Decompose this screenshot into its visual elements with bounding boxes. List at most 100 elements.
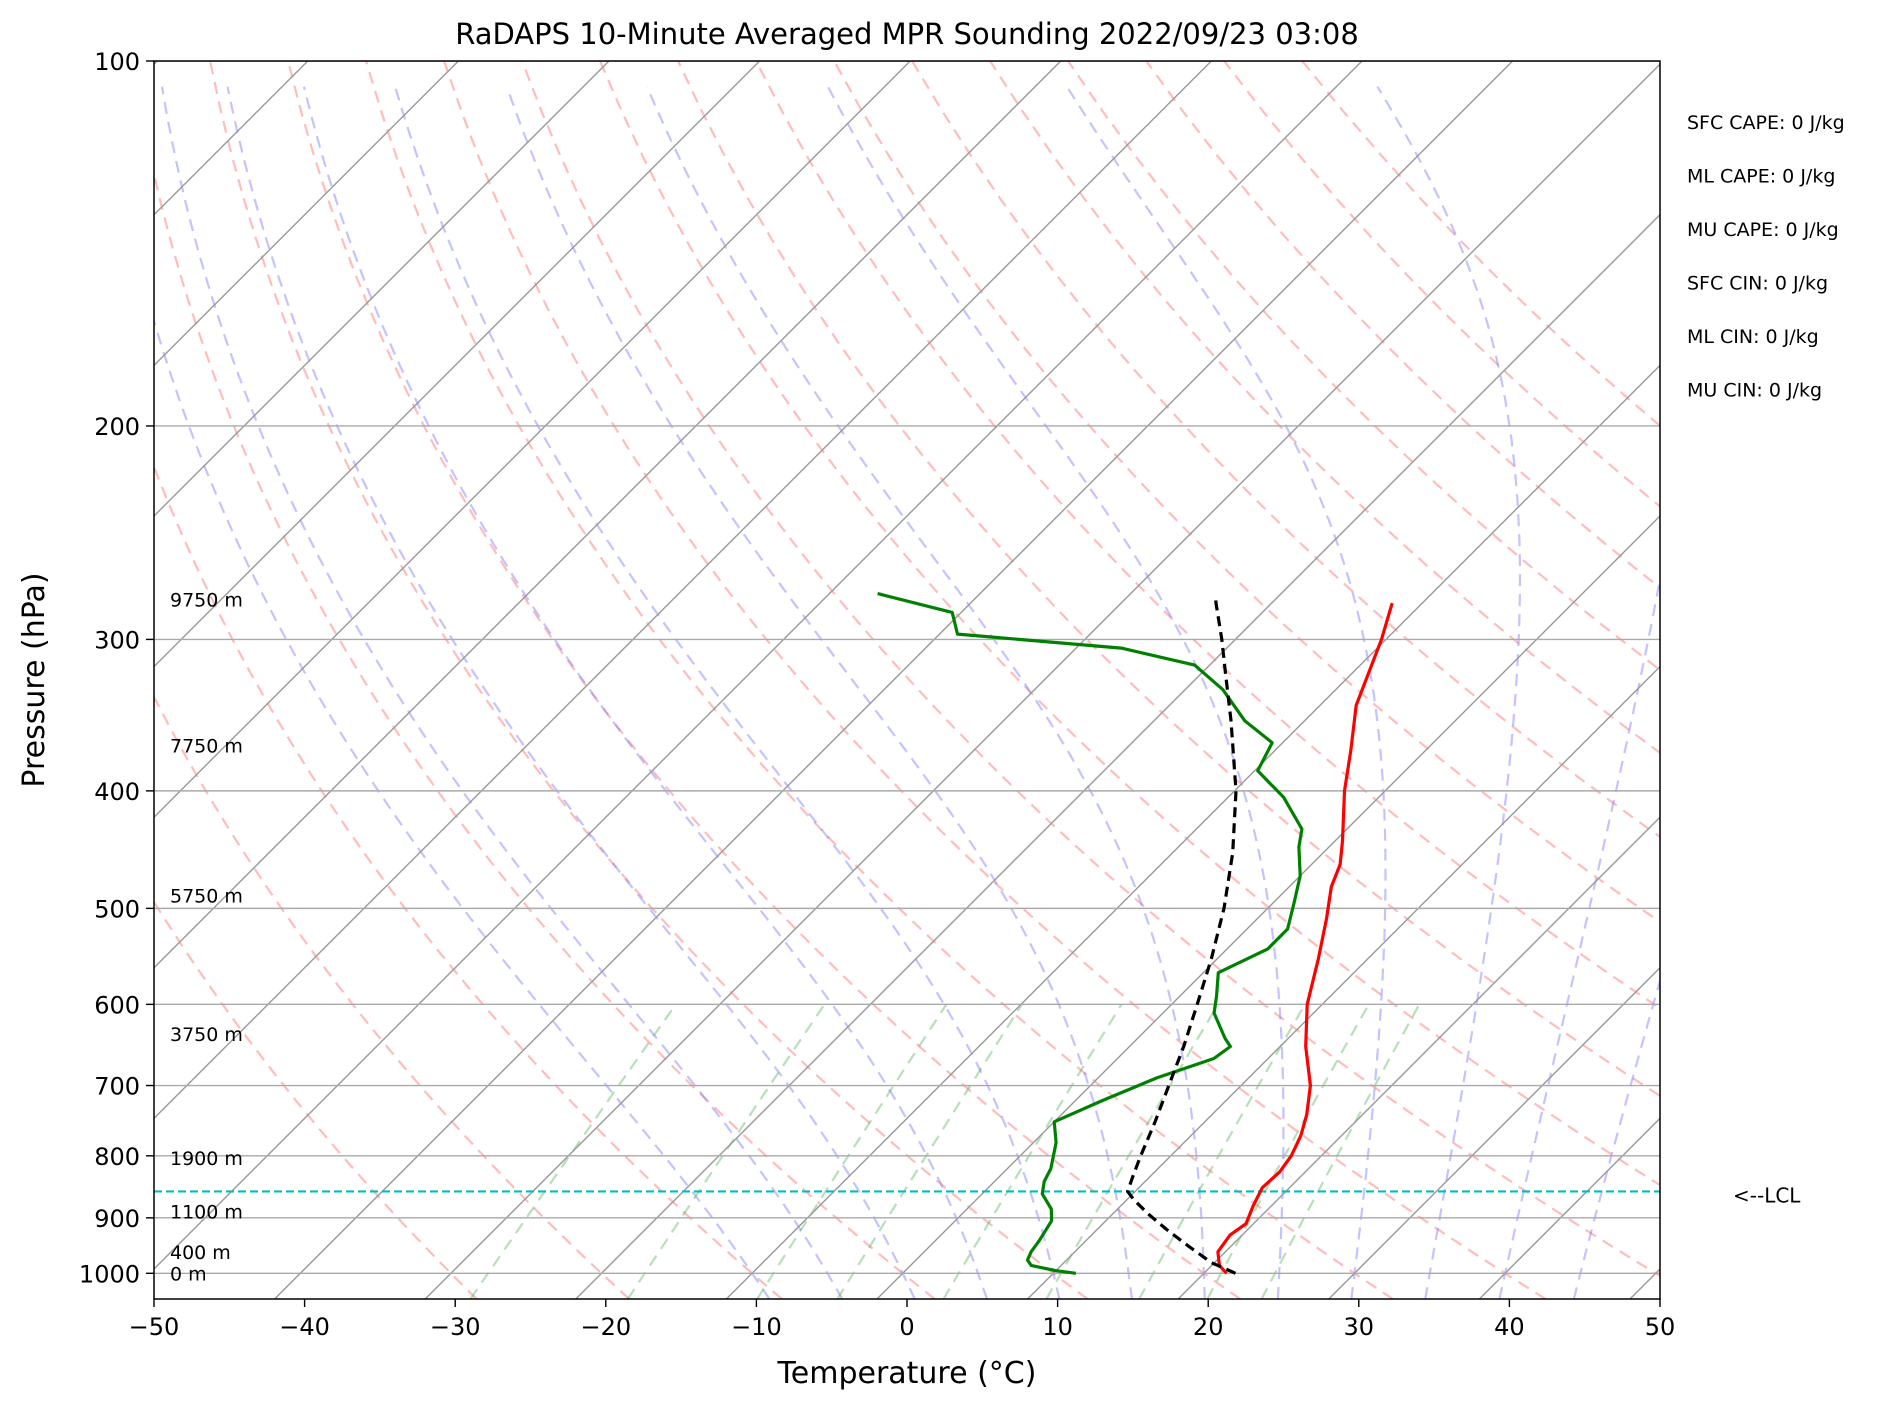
y-tick-label: 100 <box>94 48 140 76</box>
moist-adiabat <box>1066 86 1387 1299</box>
mixing-ratio-lines <box>469 1003 1421 1299</box>
mixing-ratio-line <box>942 1003 1123 1299</box>
moist-adiabat <box>154 317 771 1299</box>
x-axis-label: Temperature (°C) <box>777 1356 1037 1391</box>
dry-adiabat <box>677 61 1660 1098</box>
isotherm <box>274 61 1514 1299</box>
isotherm <box>1328 966 1660 1299</box>
mixing-ratio-line <box>1045 1003 1219 1299</box>
sounding-series <box>877 592 1394 1275</box>
x-tick-label: 30 <box>1344 1313 1375 1341</box>
x-tick-label: 10 <box>1042 1313 1073 1341</box>
isotherm <box>424 63 1660 1299</box>
moist-adiabat <box>160 86 844 1299</box>
stability-indices: SFC CAPE: 0 J/kg ML CAPE: 0 J/kg MU CAPE: … <box>1687 112 1845 402</box>
mixing-ratio-line <box>469 1003 677 1299</box>
dry-adiabat <box>154 899 478 1299</box>
isobar-grid <box>154 61 1660 1275</box>
height-label: 0 m <box>170 1263 207 1285</box>
lcl-label: <--LCL <box>1733 1183 1801 1207</box>
dry-adiabat <box>154 169 936 1299</box>
dry-adiabat <box>287 61 1241 1299</box>
stability-index: SFC CIN: 0 J/kg <box>1687 273 1828 295</box>
height-label: 1900 m <box>170 1148 243 1170</box>
dry-adiabat <box>911 61 1660 839</box>
moist-adiabat <box>1376 86 1522 1299</box>
y-tick-label: 600 <box>94 991 140 1019</box>
y-tick-label: 1000 <box>79 1260 140 1288</box>
dry-adiabat <box>1301 61 1660 428</box>
parcel-path <box>1125 597 1238 1275</box>
dry-adiabats <box>154 61 1660 1299</box>
dry-adiabat <box>599 61 1660 1187</box>
dry-adiabat <box>521 61 1660 1278</box>
y-tick-label: 500 <box>94 895 140 923</box>
isotherm <box>154 61 911 819</box>
x-tick-label: −30 <box>430 1313 481 1341</box>
mixing-ratio-line <box>1138 1003 1306 1299</box>
temperature-trace <box>1216 602 1394 1275</box>
height-label: 7750 m <box>170 736 243 758</box>
chart-title: RaDAPS 10-Minute Averaged MPR Sounding 2… <box>455 17 1359 51</box>
x-tick-label: 40 <box>1494 1313 1525 1341</box>
x-tick-label: −50 <box>129 1313 180 1341</box>
stability-index: ML CIN: 0 J/kg <box>1687 326 1819 348</box>
y-tick-label: 900 <box>94 1205 140 1233</box>
plot-area <box>0 61 1660 1299</box>
isotherm <box>154 61 459 367</box>
y-axis-label: Pressure (hPa) <box>17 572 52 787</box>
mixing-ratio-line <box>756 1003 948 1299</box>
height-label: 5750 m <box>170 886 243 908</box>
x-tick-label: −40 <box>279 1313 330 1341</box>
moist-adiabats <box>154 86 1660 1299</box>
x-tick-label: −20 <box>580 1313 631 1341</box>
isotherm <box>154 61 1062 969</box>
y-axis: 100 200 300 400 500 600 700 800 900 1000 <box>79 48 154 1288</box>
dry-adiabat <box>1067 61 1660 672</box>
stability-index: ML CAPE: 0 J/kg <box>1687 166 1835 188</box>
isotherm <box>575 213 1660 1299</box>
y-tick-label: 300 <box>94 626 140 654</box>
isotherm <box>1177 816 1660 1299</box>
isotherm <box>1478 1117 1660 1299</box>
x-tick-label: 50 <box>1645 1313 1676 1341</box>
moist-adiabat <box>394 86 1061 1299</box>
dewpoint-trace <box>877 592 1304 1275</box>
isotherm <box>1027 665 1660 1299</box>
height-label: 3750 m <box>170 1024 243 1046</box>
moist-adiabat <box>505 86 1133 1299</box>
isotherm <box>0 61 7 1299</box>
dry-adiabat <box>1223 61 1660 508</box>
isotherm-grid <box>0 61 1660 1299</box>
moist-adiabat <box>827 86 1285 1299</box>
y-tick-label: 700 <box>94 1073 140 1101</box>
mixing-ratio-line <box>1206 1003 1370 1299</box>
moist-adiabat <box>302 86 989 1299</box>
stability-index: MU CIN: 0 J/kg <box>1687 380 1822 402</box>
dry-adiabat <box>989 61 1660 755</box>
moist-adiabat <box>1572 976 1660 1299</box>
height-label: 9750 m <box>170 589 243 611</box>
dry-adiabat <box>755 61 1660 1010</box>
stability-index: SFC CAPE: 0 J/kg <box>1687 112 1845 134</box>
plot-frame <box>153 60 1661 1300</box>
moist-adiabat <box>1498 573 1660 1299</box>
y-tick-label: 800 <box>94 1143 140 1171</box>
isotherm <box>154 61 610 517</box>
moist-adiabat <box>226 86 916 1299</box>
isotherm <box>154 61 1363 1270</box>
moist-adiabat <box>645 86 1206 1299</box>
mixing-ratio-line <box>836 1003 1023 1299</box>
isotherm <box>725 364 1660 1299</box>
dry-adiabat <box>443 61 1547 1299</box>
x-axis: −50 −40 −30 −20 −10 0 10 20 30 40 50 <box>129 1299 1676 1341</box>
height-label: 400 m <box>170 1242 231 1264</box>
dry-adiabat <box>833 61 1660 924</box>
x-tick-label: 20 <box>1193 1313 1224 1341</box>
x-tick-label: 0 <box>899 1313 914 1341</box>
mixing-ratio-line <box>626 1003 826 1299</box>
isotherm <box>154 61 1212 1120</box>
isotherm <box>1629 1268 1660 1299</box>
height-label: 1100 m <box>170 1201 243 1223</box>
dry-adiabat <box>154 694 631 1299</box>
